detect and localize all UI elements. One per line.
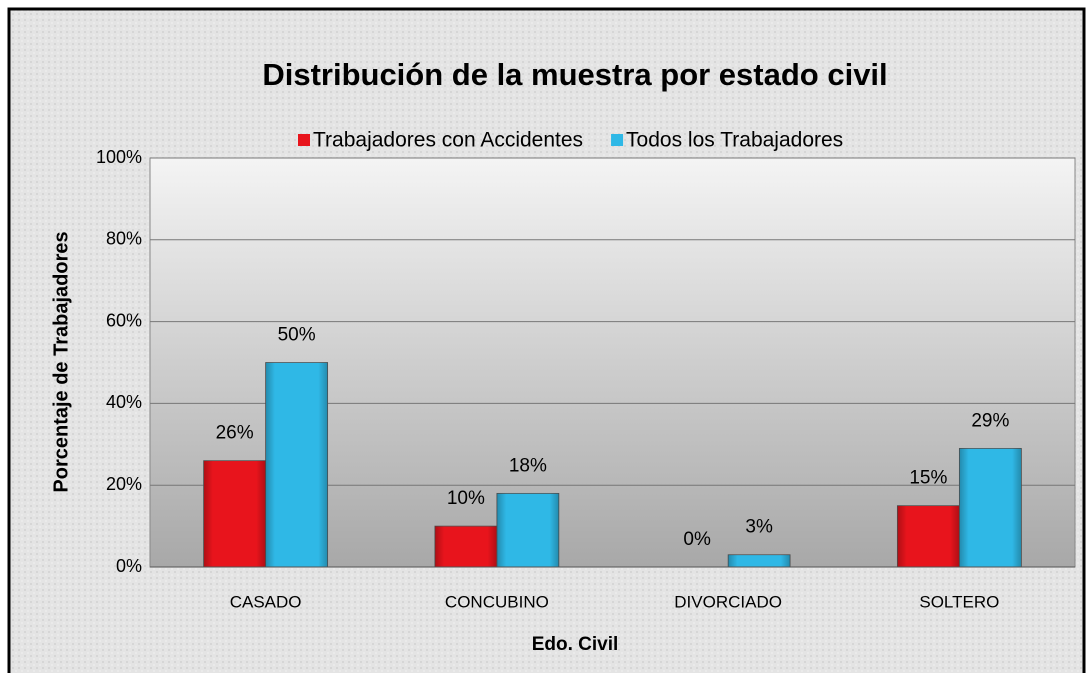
chart-title: Distribución de la muestra por estado ci… — [262, 57, 887, 92]
data-label: 15% — [909, 468, 947, 489]
bar-shade — [265, 362, 328, 567]
bar-shade — [897, 505, 960, 567]
x-tick-label: DIVORCIADO — [674, 592, 782, 611]
y-tick-label: 80% — [106, 229, 142, 249]
legend-label: Trabajadores con Accidentes — [313, 129, 583, 152]
legend-label: Todos los Trabajadores — [626, 129, 843, 152]
x-axis-title: Edo. Civil — [532, 634, 619, 655]
data-label: 29% — [971, 410, 1009, 431]
y-tick-label: 0% — [116, 556, 142, 576]
y-tick-label: 20% — [106, 474, 142, 494]
bar-shade — [203, 460, 266, 567]
data-label: 10% — [447, 488, 485, 509]
data-label: 3% — [745, 517, 773, 538]
data-label: 26% — [216, 423, 254, 444]
bar-shade — [434, 526, 497, 567]
legend-swatch — [611, 134, 624, 146]
bar-shade — [496, 493, 559, 567]
y-tick-label: 100% — [96, 147, 142, 167]
y-axis-title: Porcentaje de Trabajadores — [50, 231, 72, 492]
data-label: 0% — [683, 529, 711, 550]
y-tick-label: 60% — [106, 310, 142, 330]
bar-shade — [959, 448, 1022, 567]
x-tick-label: SOLTERO — [919, 592, 999, 611]
x-tick-label: CONCUBINO — [445, 592, 549, 611]
data-label: 18% — [509, 455, 547, 476]
x-tick-label: CASADO — [230, 592, 302, 611]
legend-swatch — [298, 134, 310, 146]
data-label: 50% — [278, 325, 316, 346]
y-tick-label: 40% — [106, 392, 142, 412]
bar-shade — [728, 554, 791, 567]
